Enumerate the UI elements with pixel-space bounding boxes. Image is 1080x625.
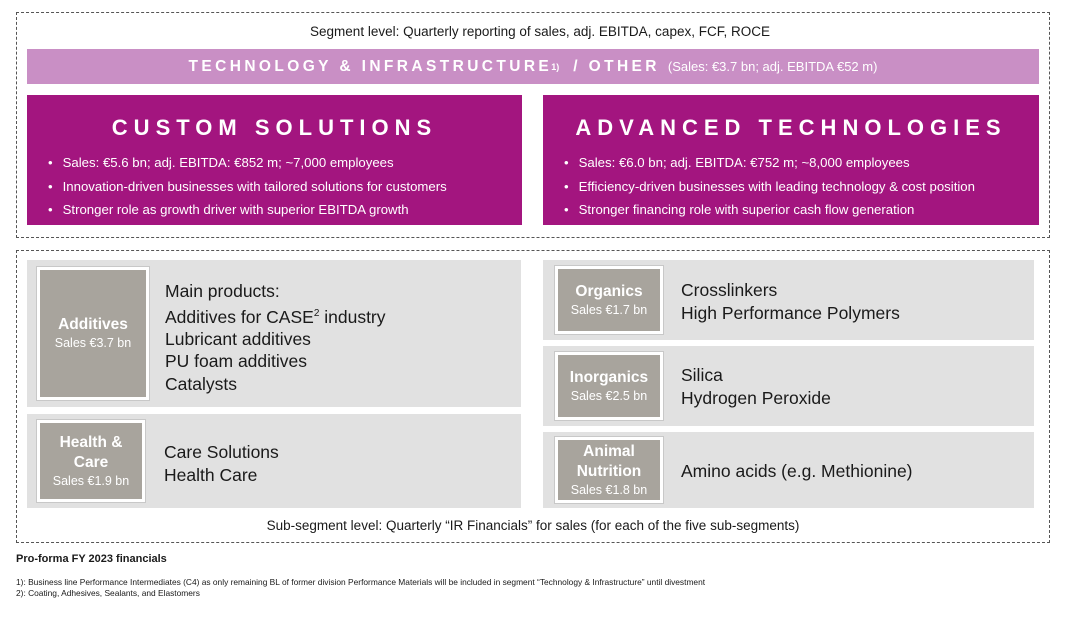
inorganics-products: Silica Hydrogen Peroxide (681, 364, 831, 409)
animal-nutrition-tile: Animal Nutrition Sales €1.8 bn (554, 436, 664, 504)
additives-products: Main products: Additives for CASE2 indus… (165, 280, 386, 395)
segment-level-caption: Segment level: Quarterly reporting of sa… (310, 24, 770, 39)
additives-tile: Additives Sales €3.7 bn (36, 266, 150, 401)
segment-bullets: Sales: €5.6 bn; adj. EBITDA: €852 m; ~7,… (27, 151, 522, 222)
advanced-technologies-box: ADVANCED TECHNOLOGIES Sales: €6.0 bn; ad… (543, 95, 1039, 225)
tile-name-line1: Health & (59, 433, 123, 451)
other-label: / OTHER (573, 57, 660, 75)
sub-segment-level-frame (16, 250, 1050, 543)
product-item: High Performance Polymers (681, 302, 900, 323)
tile-sales: Sales €1.8 bn (570, 482, 648, 497)
segment-bullet: Innovation-driven businesses with tailor… (48, 175, 522, 199)
footnote-2: 2): Coating, Adhesives, Sealants, and El… (16, 587, 200, 598)
product-item: Silica (681, 365, 723, 385)
segment-bullets: Sales: €6.0 bn; adj. EBITDA: €752 m; ~8,… (543, 151, 1039, 222)
animal-nutrition-products: Amino acids (e.g. Methionine) (681, 460, 913, 483)
segment-title: CUSTOM SOLUTIONS (111, 115, 438, 140)
segment-bullet: Stronger role as growth driver with supe… (48, 198, 522, 222)
tile-name-line1: Animal (583, 442, 635, 460)
tech-infra-band: TECHNOLOGY & INFRASTRUCTURE 1) / OTHER (… (27, 49, 1039, 84)
tile-name: Inorganics (569, 368, 649, 386)
tile-sales: Sales €1.7 bn (570, 302, 648, 317)
proforma-label: Pro-forma FY 2023 financials (16, 553, 167, 565)
product-item: Lubricant additives (165, 328, 311, 349)
product-item: Main products: (165, 281, 280, 301)
organics-products: Crosslinkers High Performance Polymers (681, 279, 900, 324)
segment-title: ADVANCED TECHNOLOGIES (575, 115, 1007, 140)
product-item: Hydrogen Peroxide (681, 387, 831, 408)
product-item: PU foam additives (165, 351, 308, 372)
footnotes: 1): Business line Performance Intermedia… (16, 577, 705, 598)
tile-name-line2: Care (73, 453, 109, 471)
tile-name-line2: Nutrition (576, 462, 642, 480)
tile-sales: Sales €1.9 bn (52, 473, 130, 488)
tech-infra-name: TECHNOLOGY & INFRASTRUCTURE (188, 57, 553, 75)
product-item: Health Care (164, 464, 258, 485)
health-care-products: Care Solutions Health Care (164, 441, 279, 486)
custom-solutions-box: CUSTOM SOLUTIONS Sales: €5.6 bn; adj. EB… (27, 95, 522, 225)
product-item: Care Solutions (164, 442, 279, 462)
segment-bullet: Sales: €6.0 bn; adj. EBITDA: €752 m; ~8,… (564, 151, 1039, 175)
footnote-1: 1): Business line Performance Intermedia… (16, 577, 706, 587)
case-footnote-ref: 2 (313, 307, 320, 319)
tech-infra-sales: (Sales: €3.7 bn; adj. EBITDA €52 m) (667, 59, 878, 74)
sub-segment-level-caption: Sub-segment level: Quarterly “IR Financi… (266, 518, 800, 533)
inorganics-tile: Inorganics Sales €2.5 bn (554, 351, 664, 421)
segment-bullet: Efficiency-driven businesses with leadin… (564, 175, 1039, 199)
product-item: Catalysts (165, 373, 237, 394)
tile-name: Organics (575, 282, 643, 300)
tile-sales: Sales €2.5 bn (570, 388, 648, 403)
product-item: Crosslinkers (681, 280, 778, 300)
segment-bullet: Stronger financing role with superior ca… (564, 198, 1039, 222)
product-item: Amino acids (e.g. Methionine) (681, 461, 913, 481)
product-item-case: Additives for CASE2 industry (165, 306, 386, 327)
tile-name: Additives (58, 316, 128, 333)
health-care-tile: Health & Care Sales €1.9 bn (36, 419, 146, 503)
segment-bullet: Sales: €5.6 bn; adj. EBITDA: €852 m; ~7,… (48, 151, 522, 175)
tile-sales: Sales €3.7 bn (54, 336, 132, 350)
segment-level-frame (16, 12, 1050, 238)
tech-infra-footnote-ref: 1) (551, 61, 560, 72)
organics-tile: Organics Sales €1.7 bn (554, 265, 664, 335)
